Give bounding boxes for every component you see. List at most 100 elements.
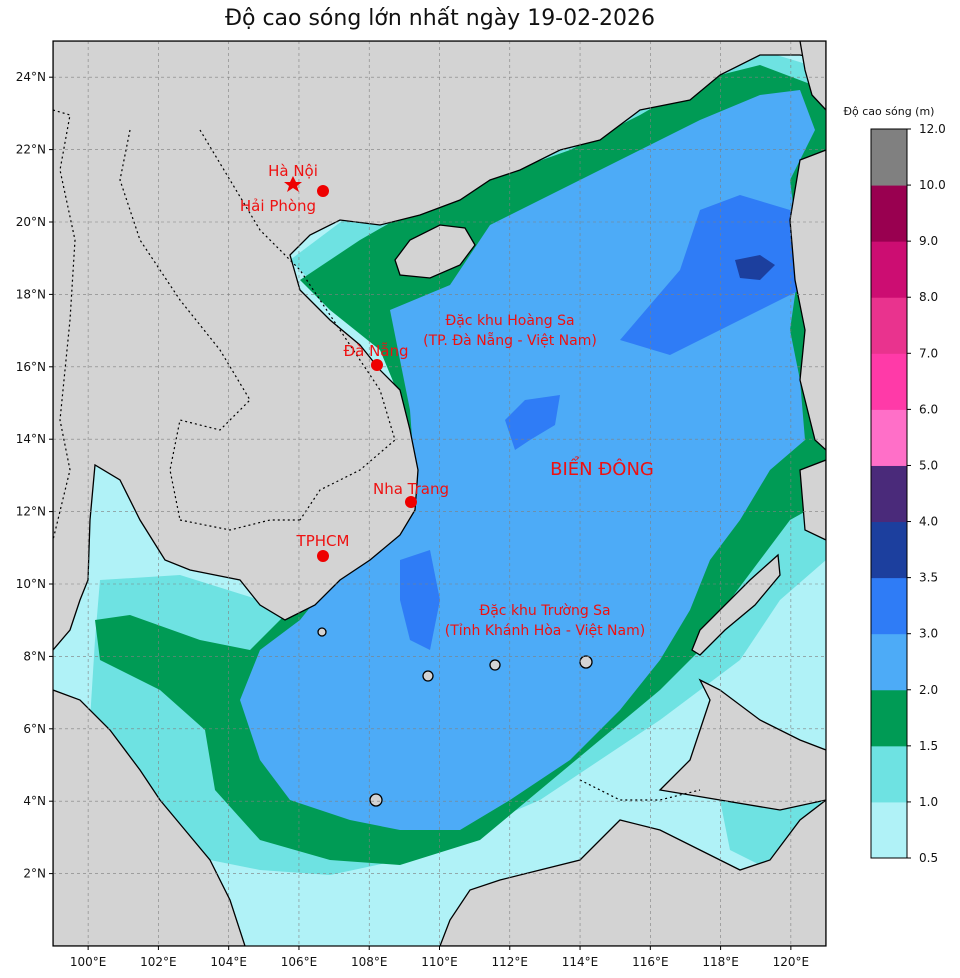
colorbar-segment bbox=[871, 465, 907, 523]
mainland-asia bbox=[53, 41, 826, 652]
colorbar-label: 3.5 bbox=[919, 571, 938, 585]
truong-sa-sublabel: (Tỉnh Khánh Hòa - Việt Nam) bbox=[445, 623, 645, 639]
lon-tick-label: 114°E bbox=[562, 955, 599, 969]
lat-tick-label: 8°N bbox=[23, 649, 46, 663]
lon-tick-label: 106°E bbox=[281, 955, 318, 969]
colorbar-label: 3.0 bbox=[919, 627, 938, 641]
wave-height-field bbox=[90, 50, 826, 875]
land-masses bbox=[53, 41, 826, 946]
hainan-island bbox=[394, 224, 476, 279]
lon-tick-label: 100°E bbox=[70, 955, 107, 969]
city-label-hai-phong: Hải Phòng bbox=[240, 197, 316, 215]
colorbar-segment bbox=[871, 353, 907, 410]
city-label-da-nang: Đà Nẵng bbox=[343, 342, 408, 360]
lon-tick-label: 118°E bbox=[702, 955, 739, 969]
border-borneo bbox=[579, 779, 701, 801]
wave-zone-3.0-3.5-north bbox=[620, 195, 815, 355]
border-laos-vietnam bbox=[199, 129, 396, 521]
hanoi-star-marker bbox=[284, 176, 302, 192]
luzon bbox=[789, 149, 826, 451]
lon-tick-label: 102°E bbox=[140, 955, 177, 969]
island bbox=[579, 655, 593, 669]
colorbar-segment bbox=[871, 409, 907, 466]
lon-tick-label: 108°E bbox=[351, 955, 388, 969]
north-borneo bbox=[658, 678, 826, 811]
island bbox=[422, 670, 434, 682]
colorbar-labels: 0.5 1.0 1.5 2.0 3.0 3.5 4.0 5.0 6.0 7.0 8.0 9.0 10.0… bbox=[907, 122, 946, 865]
borneo bbox=[439, 799, 826, 946]
border-myanmar bbox=[53, 109, 76, 541]
colorbar-segment bbox=[871, 521, 907, 579]
colorbar-label: 6.0 bbox=[919, 402, 938, 416]
latitude-ticks: 2°N 4°N 6°N 8°N 10°N 12°N 14°N 16°N 18°N 20°N 22°N… bbox=[16, 70, 53, 881]
colorbar-label: 2.0 bbox=[919, 683, 938, 697]
palawan bbox=[691, 553, 781, 656]
lat-tick-label: 2°N bbox=[23, 867, 46, 881]
wave-zone-3.5-4.0 bbox=[735, 255, 775, 280]
bien-dong-label: BIỂN ĐÔNG bbox=[550, 456, 654, 480]
truong-sa-label: Đặc khu Trường Sa bbox=[479, 603, 610, 619]
map-area bbox=[53, 41, 826, 946]
colorbar-segment bbox=[871, 577, 907, 635]
colorbar-segment bbox=[871, 633, 907, 691]
island bbox=[489, 659, 501, 671]
lat-tick-label: 10°N bbox=[16, 577, 46, 591]
tphcm-dot-marker bbox=[317, 550, 329, 562]
colorbar-label: 12.0 bbox=[919, 122, 946, 136]
malay-peninsula bbox=[53, 689, 246, 946]
haiphong-dot-marker bbox=[317, 185, 329, 197]
colorbar-label: 10.0 bbox=[919, 178, 946, 192]
lon-tick-label: 104°E bbox=[210, 955, 247, 969]
colorbar-segment bbox=[871, 241, 907, 298]
colorbar-segment bbox=[871, 689, 907, 747]
hoang-sa-sublabel: (TP. Đà Nẵng - Việt Nam) bbox=[423, 332, 597, 349]
philippine-islands bbox=[799, 459, 826, 541]
city-label-nha-trang: Nha Trang bbox=[373, 480, 449, 498]
longitude-ticks: 100°E 102°E 104°E 106°E 108°E 110°E 112°E 114°E… bbox=[70, 946, 809, 969]
country-borders bbox=[53, 109, 701, 801]
colorbar-label: 0.5 bbox=[919, 851, 938, 865]
lat-tick-label: 6°N bbox=[23, 722, 46, 736]
colorbar-segment bbox=[871, 129, 907, 186]
taiwan bbox=[799, 41, 826, 111]
colorbar-label: 4.0 bbox=[919, 515, 938, 529]
lat-tick-label: 4°N bbox=[23, 794, 46, 808]
lat-tick-label: 16°N bbox=[16, 360, 46, 374]
colorbar-segment bbox=[871, 801, 907, 859]
nhatrang-dot-marker bbox=[405, 496, 417, 508]
colorbar-title: Độ cao sóng (m) bbox=[844, 105, 935, 118]
lon-tick-label: 116°E bbox=[632, 955, 669, 969]
city-markers: Hà Nội Hải Phòng Đà Nẵng Nha Trang TPHCM bbox=[240, 162, 449, 562]
island bbox=[317, 627, 327, 637]
island bbox=[369, 793, 383, 807]
lon-tick-label: 112°E bbox=[492, 955, 529, 969]
colorbar-label: 1.5 bbox=[919, 739, 938, 753]
gridlines bbox=[53, 41, 826, 946]
map-title: Độ cao sóng lớn nhất ngày 19-02-2026 bbox=[224, 6, 656, 31]
lat-tick-label: 20°N bbox=[16, 215, 46, 229]
colorbar-label: 5.0 bbox=[919, 458, 938, 472]
colorbar-segment bbox=[871, 745, 907, 803]
colorbar-label: 8.0 bbox=[919, 290, 938, 304]
colorbar bbox=[871, 129, 907, 859]
colorbar-label: 1.0 bbox=[919, 795, 938, 809]
colorbar-label: 9.0 bbox=[919, 234, 938, 248]
colorbar-segment bbox=[871, 185, 907, 242]
border-cambodia bbox=[179, 519, 300, 531]
colorbar-label: 7.0 bbox=[919, 346, 938, 360]
lat-tick-label: 22°N bbox=[16, 143, 46, 157]
lat-tick-label: 18°N bbox=[16, 287, 46, 301]
wave-zone-2.0-3.0 bbox=[240, 90, 815, 830]
wave-zone-3.0-3.5-mid bbox=[505, 395, 560, 450]
danang-dot-marker bbox=[371, 359, 383, 371]
colorbar-frame bbox=[870, 128, 908, 859]
lon-tick-label: 120°E bbox=[773, 955, 810, 969]
lat-tick-label: 12°N bbox=[16, 505, 46, 519]
lat-tick-label: 14°N bbox=[16, 432, 46, 446]
hoang-sa-label: Đặc khu Hoàng Sa bbox=[445, 313, 574, 329]
city-label-tphcm: TPHCM bbox=[296, 532, 350, 550]
lon-tick-label: 110°E bbox=[421, 955, 458, 969]
wave-zone-3.0-3.5-south bbox=[400, 550, 440, 650]
city-label-ha-noi: Hà Nội bbox=[268, 162, 318, 180]
